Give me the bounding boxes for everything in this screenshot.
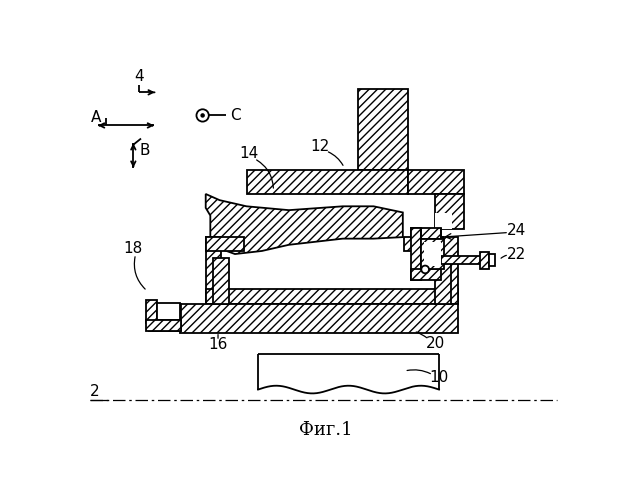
Text: 18: 18	[124, 241, 143, 256]
Circle shape	[421, 266, 429, 274]
Text: A: A	[91, 110, 102, 125]
Text: 12: 12	[310, 138, 330, 154]
Polygon shape	[410, 228, 421, 280]
Text: 10: 10	[429, 370, 449, 384]
Text: 14: 14	[239, 146, 258, 162]
Polygon shape	[435, 194, 464, 228]
Text: Фиг.1: Фиг.1	[299, 420, 352, 438]
Polygon shape	[435, 213, 452, 228]
Polygon shape	[145, 320, 181, 331]
Polygon shape	[206, 194, 403, 254]
Polygon shape	[358, 90, 408, 170]
Text: 20: 20	[425, 336, 444, 351]
Polygon shape	[435, 258, 451, 304]
Text: C: C	[230, 108, 240, 123]
Text: 22: 22	[506, 246, 526, 262]
Text: 16: 16	[208, 338, 228, 352]
Polygon shape	[480, 252, 489, 268]
Polygon shape	[157, 304, 180, 320]
Polygon shape	[180, 304, 458, 334]
Polygon shape	[145, 300, 157, 324]
Polygon shape	[410, 228, 441, 238]
Polygon shape	[408, 170, 464, 194]
Polygon shape	[421, 238, 444, 270]
Polygon shape	[206, 288, 458, 304]
Polygon shape	[149, 304, 181, 331]
Circle shape	[201, 114, 204, 117]
Polygon shape	[424, 242, 441, 266]
Text: 2: 2	[90, 384, 100, 398]
Circle shape	[196, 110, 209, 122]
Text: 4: 4	[135, 70, 144, 84]
Polygon shape	[443, 237, 458, 304]
Polygon shape	[206, 237, 221, 304]
Polygon shape	[206, 237, 244, 251]
Text: 24: 24	[506, 224, 526, 238]
Polygon shape	[246, 170, 408, 194]
Polygon shape	[441, 256, 484, 264]
Polygon shape	[489, 254, 495, 266]
Polygon shape	[410, 270, 441, 280]
Polygon shape	[404, 237, 443, 251]
Text: B: B	[140, 144, 150, 158]
Polygon shape	[213, 258, 229, 304]
